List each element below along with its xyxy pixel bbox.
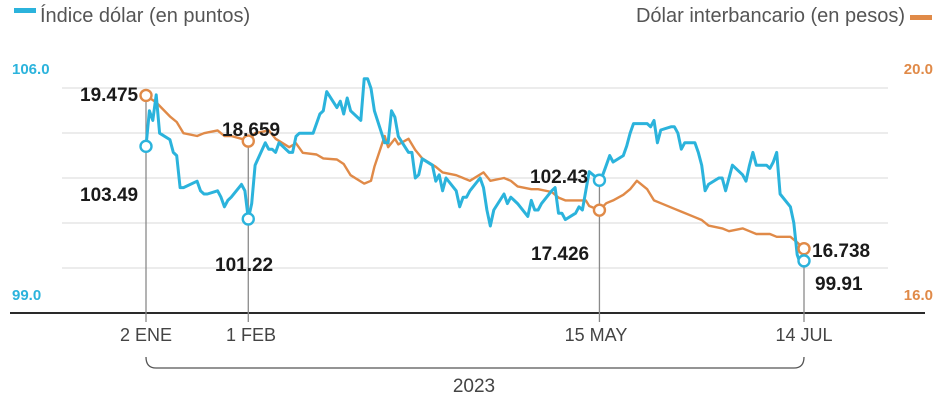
callout-19475: 19.475 — [80, 85, 139, 106]
markers — [139, 88, 811, 268]
callout-10243: 102.43 — [530, 167, 588, 188]
x-tick-label: 1 FEB — [226, 325, 276, 345]
year-label: 2023 — [453, 376, 495, 397]
marker-point — [797, 254, 811, 268]
left-axis-min-label: 99.0 — [12, 287, 41, 304]
callout-18659: 18.659 — [222, 120, 280, 141]
legend-label-dxy: Índice dólar (en puntos) — [40, 4, 250, 27]
legend-swatch-mxn — [910, 15, 932, 20]
x-tick-label: 2 ENE — [120, 325, 172, 345]
marker-point — [241, 134, 255, 148]
x-tick-label: 14 JUL — [775, 325, 832, 345]
year-bracket — [145, 356, 805, 369]
callout-10122: 101.22 — [215, 255, 273, 276]
legend-swatch-dxy — [14, 8, 36, 13]
marker-point — [592, 203, 607, 217]
legend: Índice dólar (en puntos) Dólar interbanc… — [14, 4, 932, 27]
callout-9991: 99.91 — [815, 274, 863, 295]
legend-label-mxn: Dólar interbancario (en pesos) — [636, 5, 905, 27]
marker-point — [797, 241, 811, 256]
left-axis-max-label: 106.0 — [12, 61, 50, 78]
marker-point — [241, 212, 255, 226]
callouts: 19.475 103.49 18.659 101.22 102.43 17.42… — [80, 85, 870, 295]
callout-16738: 16.738 — [812, 241, 870, 262]
marker-point — [139, 139, 153, 154]
series-line-dolar-interbancario — [145, 94, 805, 250]
marker-point — [139, 88, 153, 103]
callout-10349: 103.49 — [80, 185, 138, 206]
marker-point — [592, 173, 607, 187]
x-axis: 2 ENE 1 FEB 15 MAY 14 JUL — [120, 325, 833, 345]
callout-17426: 17.426 — [531, 244, 589, 265]
right-axis-min-label: 16.0 — [904, 287, 933, 304]
x-tick-label: 15 MAY — [565, 325, 628, 345]
right-axis-max-label: 20.0 — [904, 61, 933, 78]
series-line-indice-dolar — [144, 77, 806, 266]
